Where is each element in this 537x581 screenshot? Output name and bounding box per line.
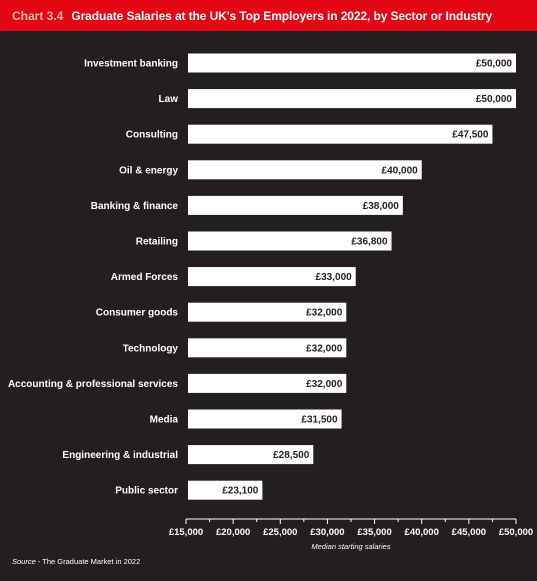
value-label: £28,500: [273, 450, 310, 461]
bar: [188, 373, 347, 393]
category-label: Retailing: [136, 237, 178, 248]
x-tick-label: £50,000: [499, 527, 533, 538]
category-label: Engineering & industrial: [62, 450, 178, 461]
category-label: Armed Forces: [111, 272, 179, 283]
category-label: Investment banking: [84, 59, 178, 70]
chart-number: Chart 3.4: [12, 8, 64, 23]
category-label: Technology: [123, 343, 179, 354]
x-tick-label: £40,000: [405, 527, 439, 538]
category-label: Oil & energy: [119, 165, 178, 176]
bar: [188, 124, 493, 144]
source-text: - The Graduate Market in 2022: [35, 557, 141, 566]
x-tick-label: £25,000: [263, 527, 297, 538]
bar: [188, 89, 516, 109]
category-label: Public sector: [115, 486, 178, 497]
source-note: Source - The Graduate Market in 2022: [12, 557, 140, 566]
bar: [188, 445, 314, 465]
bar: [188, 267, 356, 287]
value-label: £38,000: [363, 201, 400, 212]
x-tick-label: £45,000: [452, 527, 486, 538]
value-label: £32,000: [306, 308, 343, 319]
value-label: £33,000: [316, 272, 353, 283]
category-label: Banking & finance: [91, 201, 179, 212]
value-label: £50,000: [476, 94, 513, 105]
bar: [188, 480, 263, 500]
x-tick-label: £35,000: [357, 527, 391, 538]
value-label: £32,000: [306, 379, 343, 390]
category-label: Law: [159, 94, 179, 105]
x-tick-label: £30,000: [310, 527, 344, 538]
x-axis-label: Median starting salaries: [311, 542, 390, 551]
value-label: £47,500: [452, 130, 489, 141]
bar: [188, 302, 347, 322]
chart-title: Graduate Salaries at the UK's Top Employ…: [71, 8, 493, 23]
value-label: £36,800: [351, 237, 388, 248]
value-label: £23,100: [222, 486, 259, 497]
value-label: £50,000: [476, 59, 513, 70]
category-label: Media: [150, 415, 179, 426]
x-tick-label: £20,000: [216, 527, 250, 538]
bar: [188, 160, 422, 180]
category-label: Consulting: [126, 130, 178, 141]
bar: [188, 338, 347, 358]
value-label: £40,000: [382, 165, 419, 176]
category-label: Consumer goods: [96, 308, 179, 319]
bar: [188, 53, 516, 73]
x-tick-label: £15,000: [169, 527, 203, 538]
bar-chart: Investment banking £50,000 Law £50,000 Consu…: [8, 53, 533, 551]
bar: [188, 195, 403, 215]
bar: [188, 231, 392, 251]
bar: [188, 409, 342, 429]
category-label: Accounting & professional services: [8, 379, 178, 390]
source-label: Source: [12, 557, 36, 566]
value-label: £32,000: [306, 343, 343, 354]
value-label: £31,500: [301, 415, 338, 426]
chart-header: Chart 3.4 Graduate Salaries at the UK's …: [0, 0, 537, 31]
